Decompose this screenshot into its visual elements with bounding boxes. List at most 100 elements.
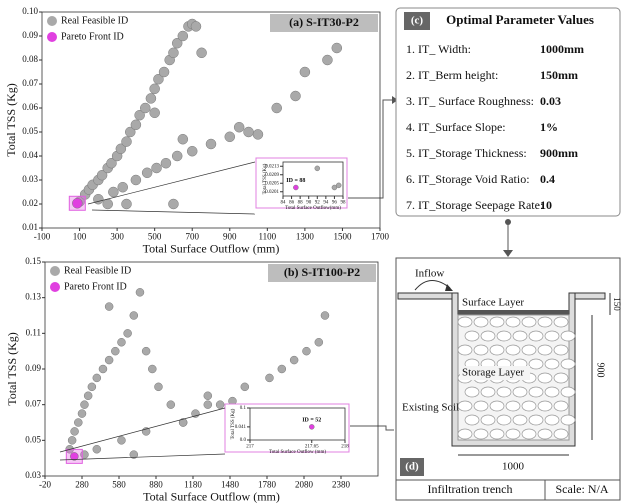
- parameter-value: 0.4: [540, 172, 555, 186]
- panel-label: (d): [405, 461, 419, 473]
- stone: [497, 387, 511, 397]
- stone: [490, 429, 504, 439]
- x-tick-label: 92: [315, 201, 321, 206]
- point: [167, 401, 175, 409]
- x-tick-label: 1300: [296, 231, 315, 241]
- stone: [458, 401, 472, 411]
- x-tick-label: 1700: [371, 231, 390, 241]
- y-tick-label: 0.0: [240, 438, 247, 443]
- stone: [458, 429, 472, 439]
- point: [336, 183, 341, 188]
- soil-label: Existing Soil: [402, 402, 459, 414]
- point: [142, 168, 152, 178]
- stone: [513, 331, 527, 341]
- point: [117, 338, 125, 346]
- stone: [481, 331, 495, 341]
- stone: [474, 429, 488, 439]
- stone: [545, 415, 559, 425]
- point: [178, 134, 188, 144]
- point: [216, 401, 224, 409]
- x-tick-label: 100: [73, 231, 87, 241]
- legend-label: Real Feasible ID: [61, 15, 128, 26]
- point: [93, 374, 101, 382]
- legend-marker: [50, 282, 60, 292]
- y-tick-label: 0.03: [22, 174, 38, 184]
- stone: [538, 317, 552, 327]
- diagram: Inflow Surface Layer Storage Layer Exist…: [396, 258, 622, 500]
- stone: [561, 359, 575, 369]
- surface-label: Surface Layer: [462, 297, 524, 309]
- stone: [529, 387, 543, 397]
- point: [272, 103, 282, 113]
- point: [204, 392, 212, 400]
- y-tick-label: 0.06: [22, 102, 38, 112]
- legend-marker: [47, 16, 57, 26]
- point: [322, 55, 332, 65]
- berm-label: 150: [612, 297, 622, 311]
- width-label: 1000: [502, 461, 525, 473]
- parameter-value: 900mm: [540, 146, 578, 160]
- stone: [481, 415, 495, 425]
- stone: [561, 387, 575, 397]
- point: [293, 185, 298, 190]
- point: [93, 445, 101, 453]
- point: [150, 108, 160, 118]
- legend-marker: [47, 32, 57, 42]
- point: [225, 132, 235, 142]
- stone: [458, 345, 472, 355]
- x-tick-label: 94: [323, 201, 329, 206]
- point: [105, 356, 113, 364]
- y-axis-label: Total TSS (Kg): [5, 332, 19, 406]
- stone: [554, 401, 568, 411]
- surface-layer: [458, 310, 569, 315]
- stone: [522, 345, 536, 355]
- parameter-label: 7. IT_Storage Seepage Rate:: [406, 198, 543, 212]
- stone: [513, 387, 527, 397]
- zoom-line: [88, 162, 255, 204]
- stone: [490, 317, 504, 327]
- point: [88, 383, 96, 391]
- point: [84, 392, 92, 400]
- stone: [506, 429, 520, 439]
- stone: [497, 331, 511, 341]
- panel-title: Optimal Parameter Values: [446, 12, 594, 27]
- stone: [554, 317, 568, 327]
- legend-label: Pareto Front ID: [64, 281, 127, 292]
- parameter-label: 6. IT_Storage Void Ratio:: [406, 172, 530, 186]
- x-tick-label: 500: [148, 231, 162, 241]
- stone: [545, 387, 559, 397]
- chart-title: (b) S-IT100-P2: [284, 265, 360, 279]
- legend-marker: [50, 266, 60, 276]
- connector: [348, 100, 392, 198]
- stone: [497, 415, 511, 425]
- y-axis-label: Total TSS (Kg): [4, 83, 18, 157]
- stone: [474, 401, 488, 411]
- point: [290, 356, 298, 364]
- stone: [545, 359, 559, 369]
- stone: [506, 345, 520, 355]
- x-axis-label: Total Surface Outflow (mm): [269, 450, 326, 455]
- x-tick-label: 1480: [221, 479, 240, 489]
- point: [131, 175, 141, 185]
- point: [206, 139, 216, 149]
- arrow-head: [503, 250, 513, 257]
- x-tick-label: 217.65: [305, 445, 319, 450]
- stone: [529, 331, 543, 341]
- point: [130, 312, 138, 320]
- point: [131, 120, 141, 130]
- y-tick-label: 0.07: [25, 399, 41, 409]
- x-tick-label: 88: [298, 201, 304, 206]
- stone: [554, 429, 568, 439]
- stone: [506, 401, 520, 411]
- ground: [575, 293, 605, 299]
- point: [315, 338, 323, 346]
- point: [150, 84, 160, 94]
- point: [204, 401, 212, 409]
- point: [168, 48, 178, 58]
- stone: [474, 317, 488, 327]
- stone: [490, 345, 504, 355]
- stone: [554, 345, 568, 355]
- x-axis-label: Total Surface Outflow (mm): [143, 489, 280, 503]
- y-tick-label: 0.03: [25, 470, 41, 480]
- x-tick-label: 2380: [332, 479, 351, 489]
